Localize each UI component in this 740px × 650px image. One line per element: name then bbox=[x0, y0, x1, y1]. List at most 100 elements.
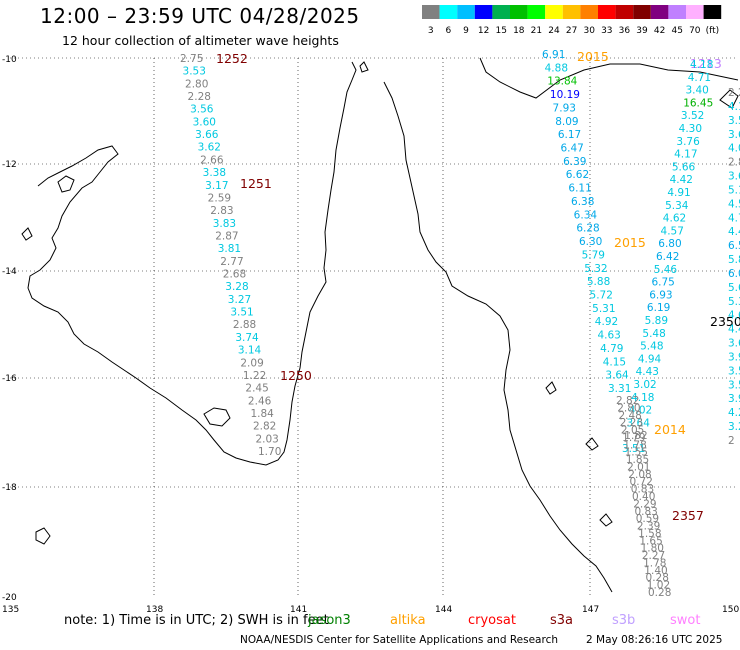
colorbar-label: 36 bbox=[619, 26, 631, 36]
wave-height-value: 1.80 bbox=[641, 543, 664, 555]
wave-height-value: 1.79 bbox=[622, 432, 645, 444]
wave-height-value: 4.92 bbox=[595, 316, 618, 328]
wave-height-value: 6.42 bbox=[656, 251, 679, 263]
wave-height-value: 0.28 bbox=[648, 587, 671, 599]
colorbar-swatch bbox=[492, 5, 510, 19]
credit-line: NOAA/NESDIS Center for Satellite Applica… bbox=[240, 634, 558, 646]
wave-height-value: 6.62 bbox=[566, 169, 589, 181]
island-gulf bbox=[203, 407, 231, 427]
reef-2 bbox=[585, 437, 599, 451]
pass-label: 1250 bbox=[280, 368, 312, 383]
wave-height-value: 3.51 bbox=[622, 443, 645, 455]
wave-height-value: 5.48 bbox=[642, 328, 665, 340]
wave-height-value: 5.89 bbox=[645, 315, 668, 327]
wave-height-value: 3.76 bbox=[676, 136, 700, 148]
wave-height-value: 4.42 bbox=[670, 174, 693, 186]
wave-height-value: 3.68 bbox=[728, 129, 740, 141]
wave-height-value: 0.72 bbox=[630, 476, 653, 488]
wave-height-value: 1.65 bbox=[639, 535, 662, 547]
wave-height-value: 6.30 bbox=[579, 236, 602, 248]
colorbar-swatch bbox=[562, 5, 581, 19]
colorbar-label: 45 bbox=[671, 26, 682, 36]
colorbar-label: 12 bbox=[478, 26, 489, 36]
chart-subtitle: 12 hour collection of altimeter wave hei… bbox=[62, 33, 339, 48]
wave-height-value: 4.43 bbox=[728, 226, 740, 238]
wave-height-value: 3.9 bbox=[728, 393, 740, 405]
colorbar-swatch bbox=[457, 5, 475, 19]
wave-height-value: 4.04 bbox=[728, 143, 740, 155]
wave-height-value: 10.19 bbox=[550, 89, 580, 101]
colorbar-swatch bbox=[703, 5, 722, 19]
legend-swot: swot bbox=[670, 613, 701, 628]
wave-height-value: 13.84 bbox=[547, 76, 577, 88]
wave-height-value: 3.17 bbox=[205, 180, 228, 192]
wave-height-value: 6.47 bbox=[560, 143, 583, 155]
wave-height-value: 4.79 bbox=[600, 343, 623, 355]
lat-label: -14 bbox=[2, 267, 17, 277]
wave-height-value: 3.56 bbox=[190, 104, 214, 116]
wave-height-value: 2.2 bbox=[728, 87, 740, 99]
lon-label: 144 bbox=[435, 605, 452, 615]
colorbar-label: 15 bbox=[495, 26, 506, 36]
reef-1 bbox=[545, 381, 557, 395]
legend-cryosat: cryosat bbox=[468, 613, 516, 628]
wave-height-value: 2.03 bbox=[255, 433, 278, 445]
wave-height-value: 3.57 bbox=[728, 365, 740, 377]
lat-label: -16 bbox=[2, 374, 17, 384]
wave-height-value: 1.02 bbox=[647, 580, 670, 592]
pass-label: 2014 bbox=[654, 422, 686, 437]
lat-label: -18 bbox=[2, 483, 17, 493]
wave-height-value: 0.40 bbox=[632, 491, 655, 503]
colorbar-swatch bbox=[668, 5, 686, 19]
wave-height-value: 3.51 bbox=[230, 307, 253, 319]
wave-height-value: 2.88 bbox=[233, 319, 256, 331]
wave-height-value: 4.17 bbox=[674, 149, 697, 161]
wave-height-value: 3.02 bbox=[633, 379, 656, 391]
wave-height-value: 5.31 bbox=[592, 303, 615, 315]
colorbar-swatch bbox=[580, 5, 598, 19]
wave-height-value: 0.28 bbox=[646, 572, 669, 584]
wave-height-value: 3.74 bbox=[235, 332, 259, 344]
wave-height-value: 2.08 bbox=[628, 469, 651, 481]
wave-height-value: 3.53 bbox=[728, 379, 740, 391]
wave-height-value: 2.83 bbox=[210, 205, 233, 217]
colorbar-swatch bbox=[633, 5, 651, 19]
lon-label: 138 bbox=[146, 605, 163, 615]
wave-height-value: 2.80 bbox=[617, 402, 640, 414]
wave-height-value: 4.60 bbox=[728, 310, 740, 322]
colorbar-label: 18 bbox=[513, 26, 525, 36]
wave-height-value: 1.84 bbox=[250, 408, 274, 420]
wave-height-value: 2.68 bbox=[223, 269, 246, 281]
wave-height-value: 0.83 bbox=[634, 506, 657, 518]
island-ne bbox=[359, 61, 369, 73]
colorbar-label: (ft) bbox=[706, 26, 720, 36]
island-west-1 bbox=[57, 175, 75, 193]
pass-label: 2357 bbox=[672, 508, 704, 523]
wave-height-value: 4.71 bbox=[688, 72, 711, 84]
wave-height-value: 1.78 bbox=[643, 557, 666, 569]
coastline bbox=[21, 61, 369, 545]
generated-timestamp: 2 May 08:26:16 UTC 2025 bbox=[586, 634, 723, 646]
wave-height-value: 3.53 bbox=[183, 66, 206, 78]
wave-height-value: 3.14 bbox=[238, 345, 262, 357]
lat-label: -20 bbox=[2, 593, 17, 603]
pass-label: 2015 bbox=[577, 49, 609, 64]
wave-height-value: 6.80 bbox=[658, 238, 681, 250]
wave-height-value: 5.80 bbox=[728, 254, 740, 266]
wave-height-value: 2.80 bbox=[185, 78, 208, 90]
colorbar-label: 33 bbox=[601, 26, 612, 36]
pass-label: 1251 bbox=[240, 176, 272, 191]
wave-height-value: 3.52 bbox=[728, 115, 740, 127]
wave-height-value: 3.90 bbox=[728, 351, 740, 363]
colorbar-swatch bbox=[615, 5, 634, 19]
wave-height-value: 4.30 bbox=[679, 123, 702, 135]
colorbar-swatch bbox=[598, 5, 616, 19]
lat-label: -12 bbox=[2, 160, 17, 170]
wave-height-value: 4.1 bbox=[728, 101, 740, 113]
wave-height-value: 6.28 bbox=[576, 223, 599, 235]
wave-height-value: 4.43 bbox=[636, 366, 659, 378]
pass-label: 1252 bbox=[216, 51, 248, 66]
wave-height-value: 3.27 bbox=[228, 294, 251, 306]
colorbar-swatch bbox=[422, 5, 440, 19]
